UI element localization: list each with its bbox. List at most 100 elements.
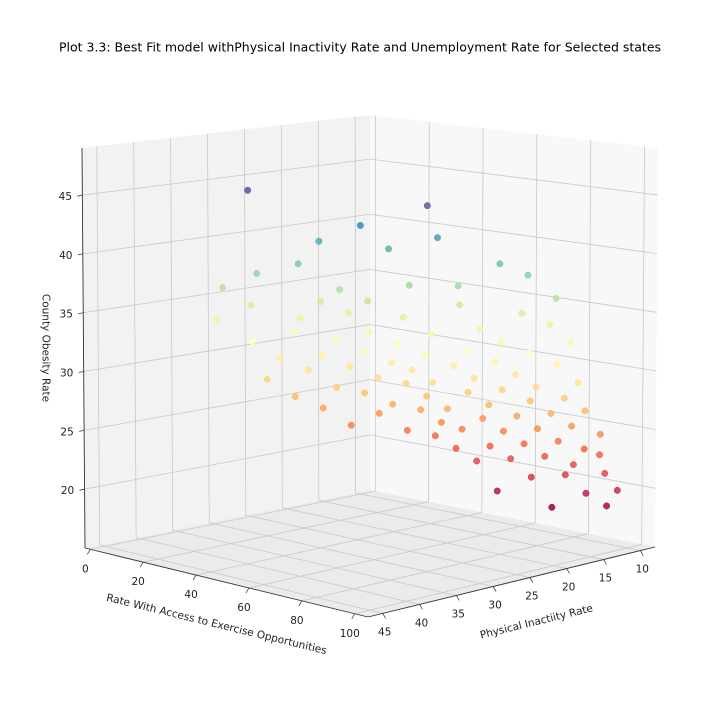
data-point [574,379,582,387]
data-point [399,313,407,321]
data-point [552,294,560,302]
x-tick-mark [351,613,356,619]
y-grid-line [172,529,457,596]
y-tick-mark [419,604,423,610]
z-grid-line [369,434,656,489]
x-tick-mark [298,600,303,607]
data-point [470,375,478,382]
data-point [499,427,507,435]
y-tick-label: 25 [525,591,538,603]
data-point [333,383,341,391]
data-point [291,393,299,401]
y-tick-label: 20 [562,582,575,594]
data-point [361,389,369,397]
z-tick-mark [79,488,85,491]
data-point [434,234,441,242]
data-point [365,328,373,336]
z-grid-line [83,324,371,372]
data-point [546,320,554,328]
data-point [316,298,324,305]
y-grid-line [170,137,174,531]
x-tick-label: 0 [82,563,89,575]
z-grid-line [369,213,658,255]
x-grid-line [481,127,484,513]
data-point [263,375,271,383]
data-point [524,271,532,279]
y-tick-mark [603,559,607,565]
x-tick-label: 100 [340,628,360,640]
right-pane [370,115,658,547]
data-point [429,378,437,386]
x-grid-line [248,522,536,589]
data-point [541,452,549,460]
data-point [473,457,481,465]
data-point [374,374,382,382]
data-point [568,422,576,430]
x-grid-line [354,543,642,615]
left-pane [82,115,370,548]
data-point [247,301,255,309]
data-point [423,202,431,210]
z-tick-label: 25 [60,426,73,438]
y-tick-mark [639,550,644,556]
data-point [385,245,392,253]
y-tick-mark [529,577,534,583]
y-grid-line [209,522,494,587]
data-point [553,360,561,368]
data-point [458,425,466,433]
x-grid-line [90,490,376,550]
y-grid-line [280,125,283,508]
y-grid-line [317,120,320,501]
y-tick-label: 15 [599,573,612,585]
x-tick-mark [245,587,250,594]
data-point [452,444,460,452]
y-tick-mark [566,568,571,574]
x-tick-mark [86,549,91,555]
data-point [496,260,504,268]
data-point [449,362,457,370]
data-point [244,186,252,194]
data-point [560,394,568,402]
z-axis-line [81,147,86,549]
data-point [305,366,312,374]
data-point [485,401,493,409]
y-grid-line [244,129,247,516]
y-tick-label: 40 [415,617,428,629]
y-tick-label: 35 [452,608,465,620]
data-point [319,404,327,412]
x-grid-line [588,140,592,534]
data-point [431,432,439,440]
data-point [569,461,577,469]
data-point [603,502,611,510]
data-point [248,337,256,345]
data-point [601,469,609,477]
data-point [554,437,562,445]
z-tick-label: 30 [60,368,73,380]
data-point [534,425,541,433]
z-tick-mark [79,429,85,432]
x-grid-line [301,533,589,602]
x-grid-line [195,511,482,576]
data-point [387,359,395,367]
data-point [290,328,298,336]
y-tick-mark [492,586,497,592]
z-grid-line [83,269,371,314]
data-point [443,405,451,413]
data-point [547,410,555,417]
y-grid-line [355,492,641,551]
data-point [359,347,367,355]
data-point [427,331,435,339]
x-grid-line [641,146,645,545]
data-point [486,442,494,450]
x-grid-line [534,134,538,524]
z-grid-line [369,158,658,196]
z-grid-line [82,213,371,255]
x-tick-label: 60 [237,602,250,614]
z-tick-label: 45 [59,191,72,203]
data-point [356,222,364,229]
y-axis-line [367,546,656,618]
x-tick-label: 80 [290,615,303,627]
data-point [493,487,501,495]
data-point [596,451,603,459]
